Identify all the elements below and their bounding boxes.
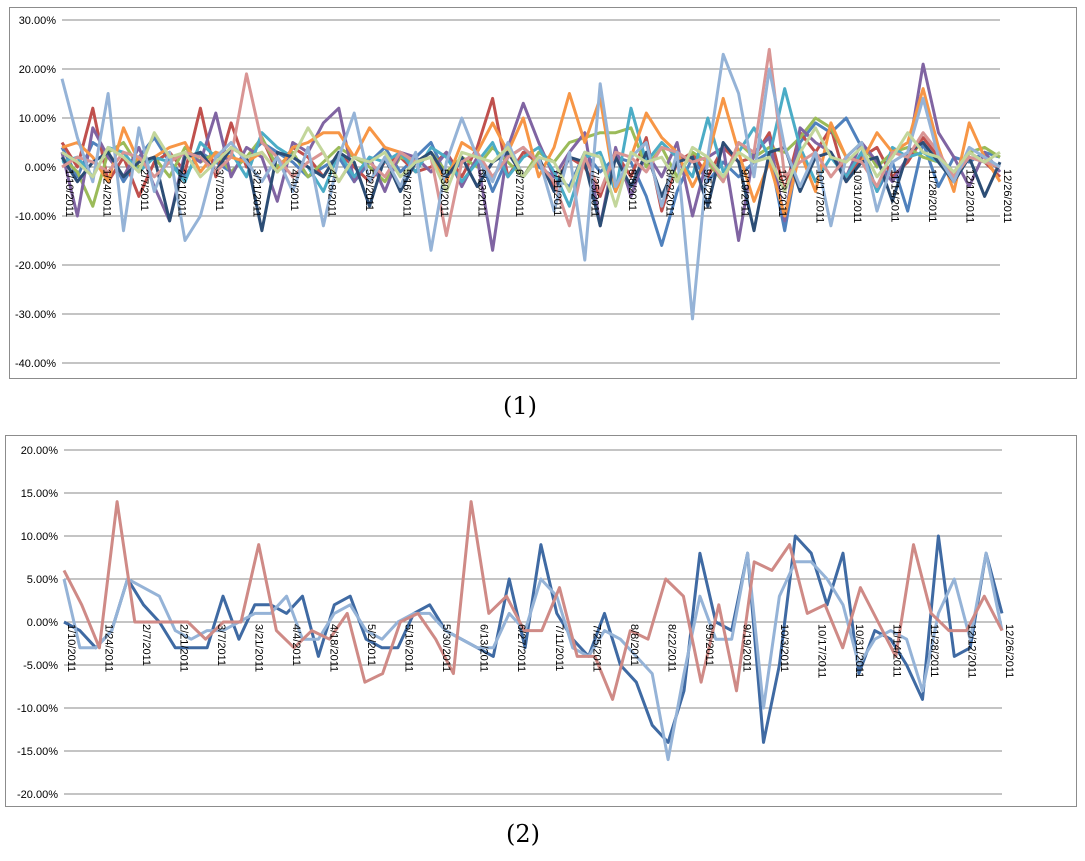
caption-2: (2) [506,820,540,848]
y-tick-label: -5.00% [23,660,58,672]
x-tick-label: 2/7/2011 [138,169,150,211]
x-tick-label: 5/30/2011 [438,169,450,217]
x-tick-label: 8/8/2011 [628,624,640,666]
x-tick-label: 4/18/2011 [328,624,340,672]
x-tick-label: 12/12/2011 [965,624,977,678]
x-tick-label: 11/28/2011 [926,169,938,222]
x-tick-label: 1/24/2011 [101,169,113,217]
y-tick-label: -15.00% [17,746,58,758]
x-tick-label: 8/8/2011 [626,169,638,211]
x-tick-label: 10/31/2011 [851,169,863,223]
x-tick-label: 12/26/2011 [1001,169,1013,223]
x-tick-label: 4/4/2011 [288,169,300,211]
x-tick-label: 5/2/2011 [363,169,375,211]
x-tick-label: 5/16/2011 [401,169,413,217]
x-tick-label: 10/31/2011 [853,624,865,678]
x-tick-label: 3/21/2011 [251,169,263,217]
x-tick-label: 4/4/2011 [290,624,302,666]
x-tick-label: 9/19/2011 [740,624,752,672]
chart-1: 30.00% 20.00% 10.00% 0.00% -10.00% -20.00% -30… [15,15,1013,370]
y-tick-label: -40.00% [15,358,56,370]
x-tick-label: 9/19/2011 [738,169,750,217]
y-tick-label: 30.00% [19,15,57,27]
x-tick-label: 11/14/2011 [890,624,902,677]
x-tick-label: 1/10/2011 [63,169,75,217]
y-tick-label: 5.00% [27,574,58,586]
y-tick-label: 0.00% [27,617,58,629]
x-tick-label: 11/28/2011 [928,624,940,677]
y-tick-label: -10.00% [17,703,58,715]
x-tick-label: 6/27/2011 [513,169,525,217]
x-tick-label: 5/16/2011 [403,624,415,672]
y-tick-label: -10.00% [15,211,56,223]
x-tick-label: 6/13/2011 [476,169,488,217]
x-tick-label: 3/7/2011 [215,624,227,666]
x-tick-label: 6/27/2011 [515,624,527,672]
y-tick-label: -20.00% [15,260,56,272]
x-tick-label: 3/21/2011 [253,624,265,672]
x-tick-label: 7/25/2011 [588,169,600,217]
y-tick-label: 20.00% [19,64,57,76]
x-tick-label: 9/5/2011 [701,169,713,211]
chart-panel-2: 20.00% 15.00% 10.00% 5.00% 0.00% -5.00% -10.00… [5,435,1077,807]
x-tick-label: 8/22/2011 [665,624,677,672]
x-tick-label: 2/7/2011 [140,624,152,666]
x-tick-label: 8/22/2011 [663,169,675,217]
chart-2: 20.00% 15.00% 10.00% 5.00% 0.00% -5.00% -10.00… [17,445,1015,801]
x-tick-label: 6/13/2011 [478,624,490,672]
x-tick-label: 7/11/2011 [553,624,565,671]
series-line-1 [63,534,1004,744]
x-tick-label: 10/3/2011 [776,169,788,217]
caption-1: (1) [503,392,537,420]
x-tick-label: 7/11/2011 [551,169,563,216]
x-tick-label: 5/2/2011 [365,624,377,666]
x-tick-label: 10/17/2011 [813,169,825,223]
x-tick-label: 1/10/2011 [65,624,77,672]
x-tick-label: 11/14/2011 [888,169,900,222]
y-tick-label: 20.00% [21,445,59,457]
x-tick-label: 9/5/2011 [703,624,715,666]
y-tick-label: 15.00% [21,488,59,500]
x-tick-label: 12/26/2011 [1003,624,1015,678]
series-line-3 [62,500,1004,701]
x-tick-label: 10/3/2011 [778,624,790,672]
y-tick-label: -20.00% [17,789,58,801]
x-tick-label: 7/25/2011 [590,624,602,672]
series-line-2 [62,551,1004,762]
x-tick-label: 1/24/2011 [103,624,115,672]
series-line-10 [61,126,1001,208]
x-tick-label: 5/30/2011 [440,624,452,672]
y-tick-label: 10.00% [19,113,57,125]
y-tick-label: 0.00% [25,162,56,174]
y-tick-label: -30.00% [15,309,56,321]
y-tick-label: 10.00% [21,531,59,543]
x-tick-label: 3/7/2011 [213,169,225,211]
x-tick-label: 10/17/2011 [815,624,827,678]
x-tick-label: 2/21/2011 [176,169,188,217]
x-tick-label: 2/21/2011 [178,624,190,672]
x-tick-label: 4/18/2011 [326,169,338,217]
chart-panel-1: 30.00% 20.00% 10.00% 0.00% -10.00% -20.00% -30… [9,7,1077,379]
x-tick-label: 12/12/2011 [963,169,975,223]
